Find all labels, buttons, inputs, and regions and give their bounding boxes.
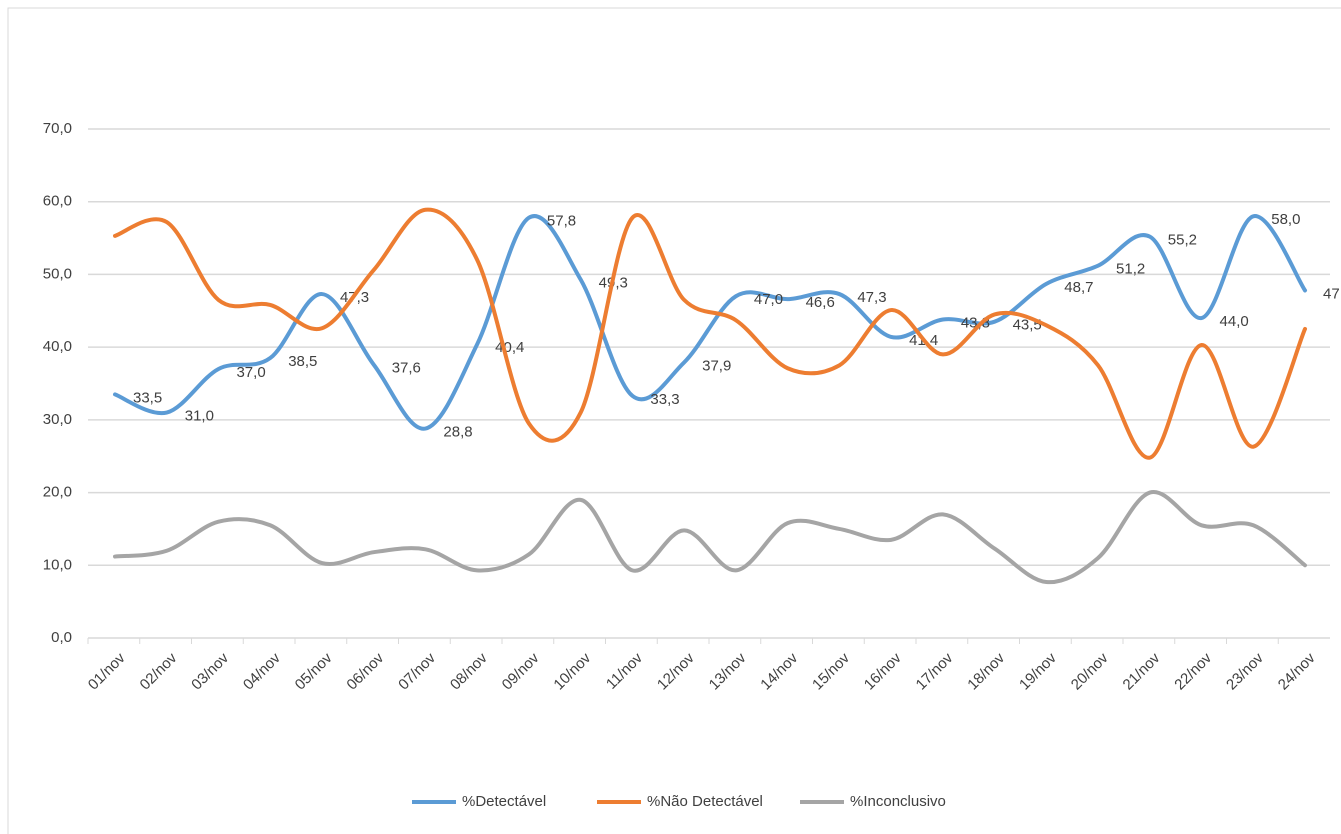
data-label: 47,3 (857, 289, 886, 306)
data-label: 38,5 (288, 353, 317, 370)
line-series (113, 214, 1307, 431)
data-label: 33,5 (133, 389, 162, 406)
legend-label: %Detectável (462, 793, 546, 810)
data-label: 51,2 (1116, 261, 1145, 278)
data-label: 58,0 (1271, 211, 1300, 228)
data-label: 37,9 (702, 357, 731, 374)
data-label: 43,8 (961, 314, 990, 331)
data-label: 28,8 (443, 424, 472, 441)
chart-frame (7, 7, 1341, 834)
y-tick-label: 10,0 (43, 556, 72, 573)
data-label: 33,3 (650, 391, 679, 408)
y-tick-label: 20,0 (43, 484, 72, 501)
data-label: 48,7 (1064, 279, 1093, 296)
y-tick-label: 40,0 (43, 338, 72, 355)
data-label: 46,6 (806, 294, 835, 311)
line-series (113, 490, 1307, 585)
line-series (113, 207, 1307, 460)
data-label: 37,0 (236, 364, 265, 381)
y-tick-label: 30,0 (43, 411, 72, 428)
data-label: 55,2 (1168, 232, 1197, 249)
data-label: 37,6 (392, 360, 421, 377)
y-tick-label: 0,0 (51, 629, 72, 646)
data-label: 31,0 (185, 408, 214, 425)
data-label: 40,4 (495, 339, 524, 356)
y-tick-label: 60,0 (43, 193, 72, 210)
y-tick-label: 70,0 (43, 120, 72, 137)
data-label: 47,0 (754, 291, 783, 308)
data-label: 44,0 (1220, 313, 1249, 330)
legend-label: %Não Detectável (647, 793, 763, 810)
y-tick-label: 50,0 (43, 265, 72, 282)
data-label: 57,8 (547, 213, 576, 230)
legend-label: %Inconclusivo (850, 793, 946, 810)
data-label: 47,8 (1323, 285, 1341, 302)
